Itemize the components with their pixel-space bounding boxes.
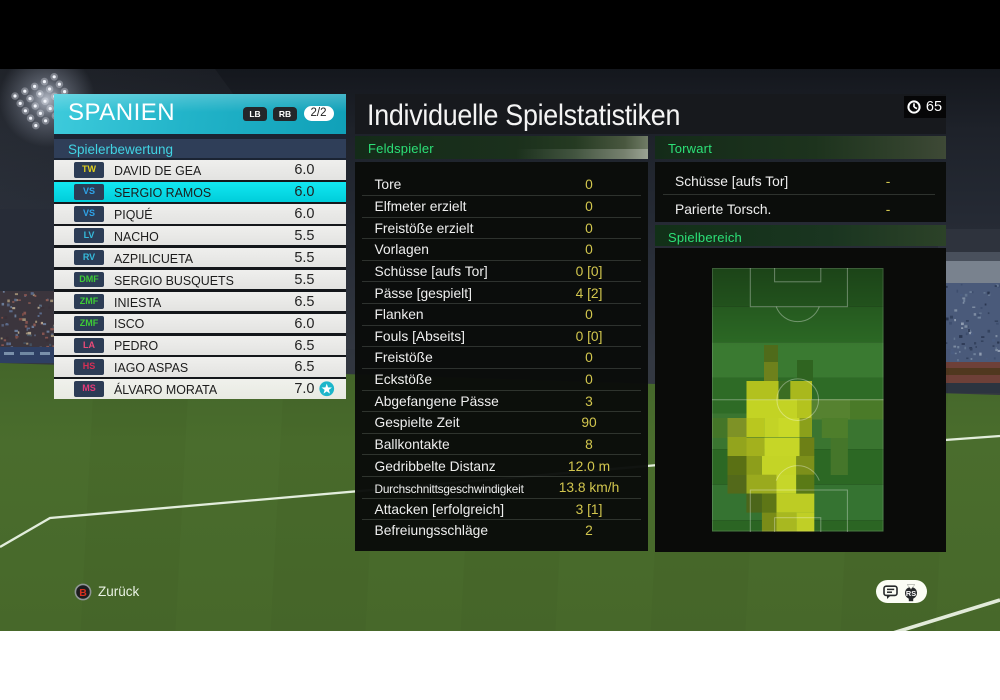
svg-text:B: B (79, 587, 87, 599)
svg-text:RS: RS (906, 589, 916, 598)
